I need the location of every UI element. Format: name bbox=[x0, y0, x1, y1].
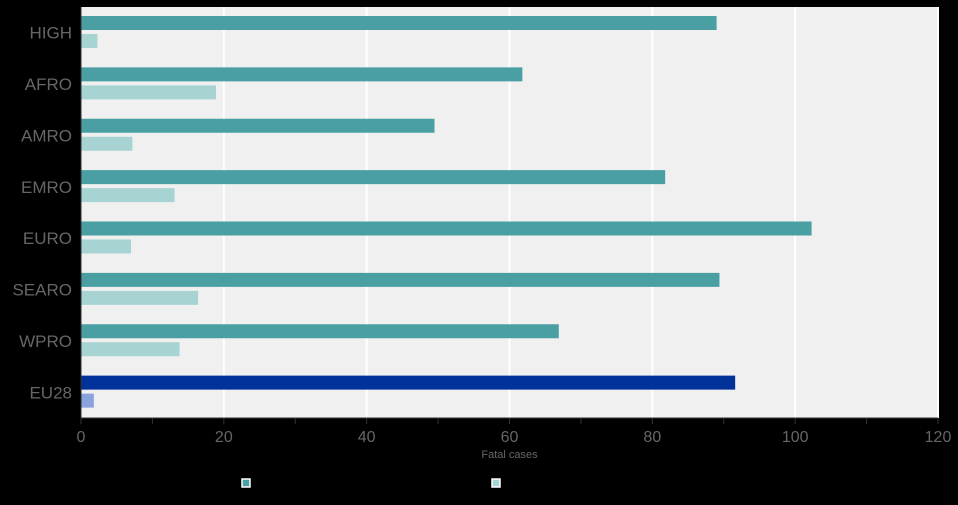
bar-series-1-searo bbox=[81, 272, 720, 287]
legend-swatch bbox=[241, 478, 251, 488]
bar-series-2-euro bbox=[81, 239, 131, 254]
y-category-label: AMRO bbox=[21, 126, 72, 145]
bar-series-2-afro bbox=[81, 85, 216, 100]
y-category-label: AFRO bbox=[25, 75, 72, 94]
x-tick-label: 80 bbox=[643, 429, 661, 446]
x-tick-label: 120 bbox=[925, 429, 952, 446]
x-axis-ticks: 0 20 40 60 80 100 120 bbox=[77, 418, 952, 446]
bar-series-2-wpro bbox=[81, 342, 180, 357]
y-category-label: EU28 bbox=[29, 383, 72, 402]
y-axis-categories: HIGH AFRO AMRO EMRO EURO SEARO WPRO EU28 bbox=[12, 24, 72, 403]
bar-series-1-high bbox=[81, 16, 717, 30]
bar-series-1-wpro bbox=[81, 324, 559, 339]
y-category-label: EURO bbox=[23, 229, 72, 248]
x-tick-label: 100 bbox=[782, 429, 809, 446]
x-tick-label: 0 bbox=[77, 429, 86, 446]
y-category-label: SEARO bbox=[12, 281, 72, 300]
bar-series-1-eu28 bbox=[81, 375, 736, 390]
bar-series-2-emro bbox=[81, 188, 175, 203]
bar-series-2-eu28 bbox=[81, 393, 94, 408]
x-tick-label: 40 bbox=[358, 429, 376, 446]
bar-series-1-amro bbox=[81, 118, 435, 133]
bar-series-2-amro bbox=[81, 136, 133, 151]
bar-series-1-euro bbox=[81, 221, 812, 236]
x-axis-label: Fatal cases bbox=[481, 449, 538, 461]
legend-swatch bbox=[491, 478, 501, 488]
y-category-label: WPRO bbox=[19, 332, 72, 351]
y-category-label: EMRO bbox=[21, 178, 72, 197]
legend bbox=[241, 478, 501, 488]
bar-series-1-afro bbox=[81, 67, 523, 82]
bar-series-1-emro bbox=[81, 170, 666, 185]
bar-series-2-searo bbox=[81, 290, 199, 305]
bar-series-2-high bbox=[81, 34, 98, 48]
y-category-label: HIGH bbox=[30, 24, 73, 43]
x-tick-label: 20 bbox=[215, 429, 233, 446]
bars bbox=[81, 16, 812, 408]
x-tick-label: 60 bbox=[501, 429, 519, 446]
